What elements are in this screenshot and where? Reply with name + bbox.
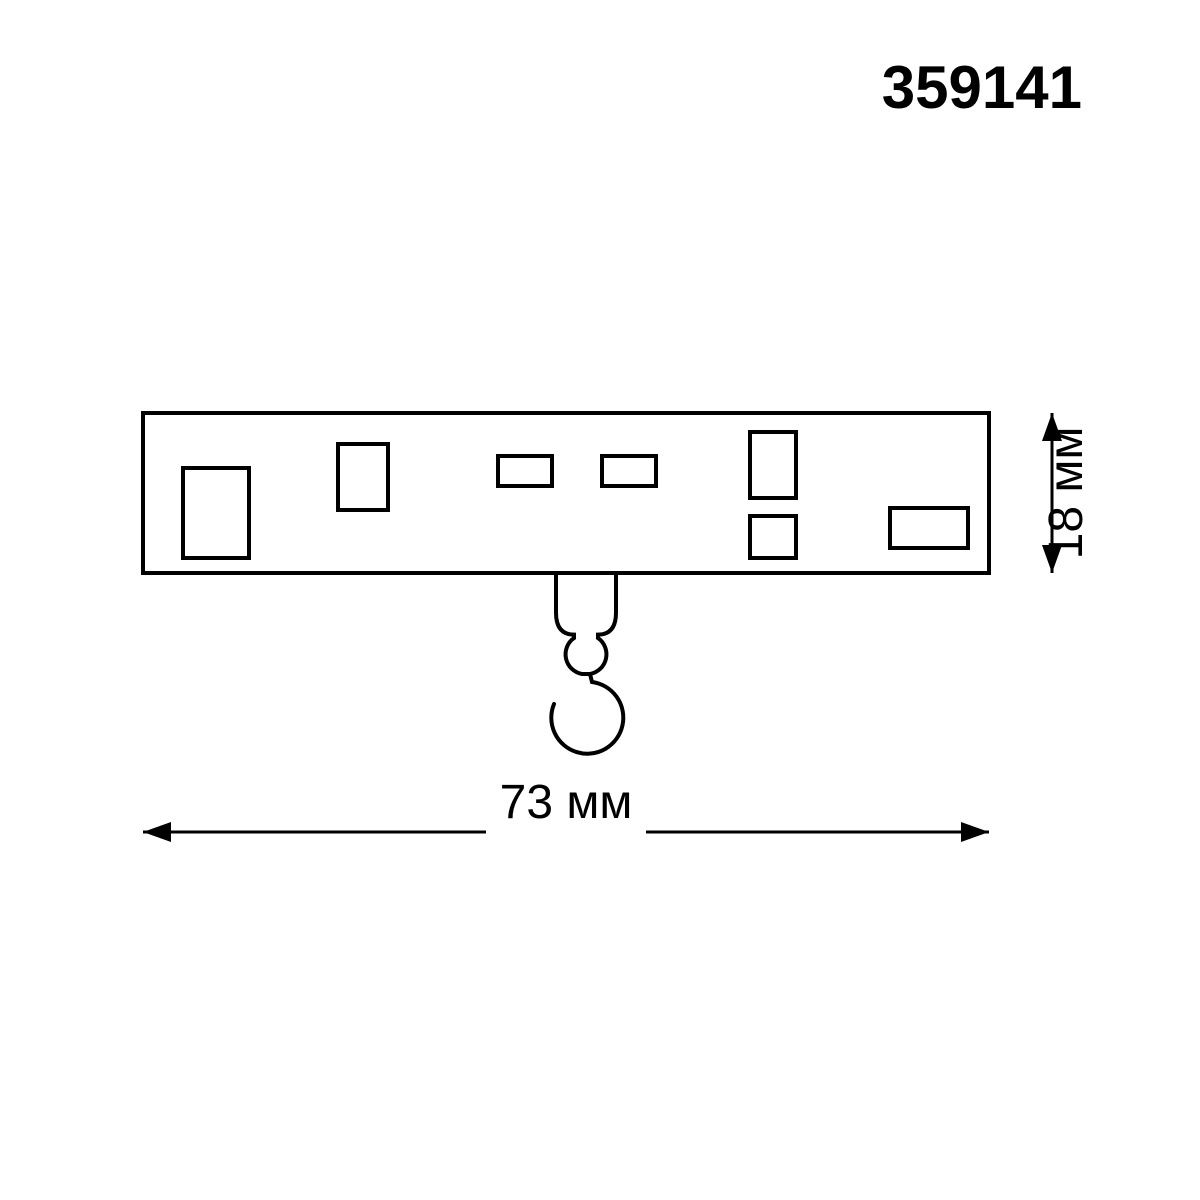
- dim-height-label: 18 мм: [1040, 427, 1093, 560]
- technical-drawing: 73 мм 18 мм 359141: [0, 0, 1200, 1200]
- part-number: 359141: [882, 54, 1082, 121]
- dim-width-label: 73 мм: [500, 776, 633, 829]
